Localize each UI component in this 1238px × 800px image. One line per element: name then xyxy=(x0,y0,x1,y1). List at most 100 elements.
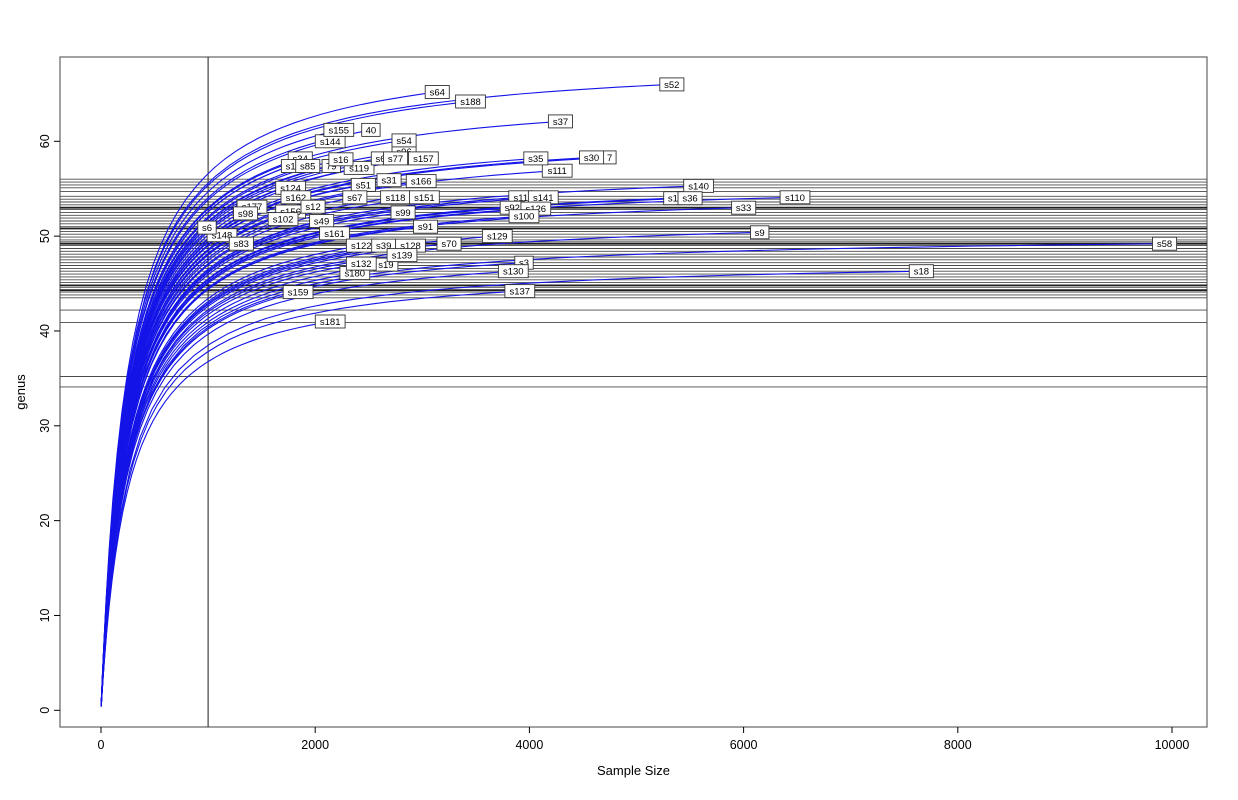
sample-label-box-s100 xyxy=(508,209,540,224)
sample-label-box-s31 xyxy=(376,173,402,188)
sample-label-s148: s148 xyxy=(212,231,233,242)
sample-label-s139: s139 xyxy=(392,251,413,262)
sample-label-box-s111 xyxy=(541,163,573,178)
sample-label-s91: s91 xyxy=(418,222,433,233)
sample-label-box-s33 xyxy=(731,200,757,215)
rarefaction-curve-s159 xyxy=(100,291,299,707)
y-tick-label: 10 xyxy=(38,608,52,622)
sample-label-s54: s54 xyxy=(396,136,411,147)
sample-label-box-s35 xyxy=(523,151,549,166)
y-tick-label: 30 xyxy=(38,419,52,433)
sample-label-s122: s122 xyxy=(351,241,372,252)
sample-label-s188: s188 xyxy=(460,97,481,108)
sample-label-box-s155 xyxy=(323,122,355,137)
rarefaction-curve-s161 xyxy=(100,232,335,706)
sample-label-box-s129 xyxy=(481,229,513,244)
sample-label-s9: s9 xyxy=(755,228,765,239)
sample-label-s1: s1 xyxy=(286,162,296,173)
x-tick-label: 4000 xyxy=(515,738,543,752)
sample-label-box-s99 xyxy=(390,205,416,220)
sample-label-box-s132 xyxy=(345,256,377,271)
y-tick-label: 40 xyxy=(38,324,52,338)
x-tick-label: 2000 xyxy=(301,738,329,752)
sample-label-s181: s181 xyxy=(320,317,341,328)
sample-label-s99: s99 xyxy=(395,208,410,219)
sample-label-s83: s83 xyxy=(234,239,249,250)
sample-label-s166: s166 xyxy=(411,177,432,188)
sample-label-s3: s3 xyxy=(519,258,529,269)
sample-label-s6: s6 xyxy=(375,154,385,165)
y-tick-label: 20 xyxy=(38,514,52,528)
sample-label-s33: s33 xyxy=(736,203,751,214)
sample-label-s35: s35 xyxy=(528,154,543,165)
sample-label-s11: s11 xyxy=(513,193,528,204)
sample-label-s161: s161 xyxy=(324,229,345,240)
rarefaction-curve-s6 xyxy=(100,227,208,706)
sample-label-s118: s118 xyxy=(386,193,406,204)
sample-label-s67: s67 xyxy=(347,193,362,204)
sample-label-box-s157 xyxy=(408,151,439,166)
sample-label-s100: s100 xyxy=(514,212,535,223)
sample-label-s137: s137 xyxy=(509,287,530,298)
sample-label-box-s130 xyxy=(497,264,529,279)
sample-label-s92: s92 xyxy=(505,203,520,214)
sample-label-box-s188 xyxy=(455,94,486,109)
x-tick-label: 8000 xyxy=(944,738,972,752)
sample-label-s129: s129 xyxy=(487,232,508,243)
sample-label-s110: s110 xyxy=(785,193,805,204)
sample-label-s180: s180 xyxy=(344,269,365,280)
x-tick-label: 10000 xyxy=(1155,738,1190,752)
sample-label-box-s12 xyxy=(300,199,326,214)
sample-label-s18: s18 xyxy=(914,267,929,278)
x-tick-label: 6000 xyxy=(730,738,758,752)
sample-label-s6: s6 xyxy=(202,223,212,234)
rarefaction-curve-s64 xyxy=(100,91,438,705)
sample-label-box-s16 xyxy=(328,152,354,167)
rarefaction-curve-s155 xyxy=(100,129,339,706)
sample-label-box-s18 xyxy=(908,264,934,279)
sample-label-s141: s141 xyxy=(533,193,554,204)
sample-label-box-s77 xyxy=(383,151,409,166)
sample-label-s140: s140 xyxy=(688,181,709,192)
sample-label-s132: s132 xyxy=(351,259,372,270)
sample-label-box-s110 xyxy=(779,190,811,205)
sample-label-s157: s157 xyxy=(413,154,434,165)
sample-label-s124: s124 xyxy=(280,183,301,194)
sample-label-box-s83 xyxy=(228,236,254,251)
y-tick-label: 50 xyxy=(38,229,52,243)
sample-label-s70: s70 xyxy=(441,239,456,250)
sample-label-s159: s159 xyxy=(288,288,309,299)
rarefaction-curve-s181 xyxy=(100,320,331,707)
sample-label-box-s139 xyxy=(386,248,418,263)
sample-label-box-s54 xyxy=(391,133,417,148)
rarefaction-curve-s140 xyxy=(100,185,699,706)
sample-label-box-s159 xyxy=(282,285,314,300)
sample-label-box-s30 xyxy=(579,150,605,165)
sample-label-s77: s77 xyxy=(388,154,403,165)
rarefaction-curve-s137 xyxy=(100,290,520,707)
sample-label-box-s137 xyxy=(504,284,536,299)
sample-label-s31: s31 xyxy=(381,176,396,187)
rarefaction-curve-s83 xyxy=(100,243,242,706)
sample-label-box-s52 xyxy=(659,77,685,92)
rarefaction-curve-s139 xyxy=(100,254,403,707)
sample-label-box-s91 xyxy=(413,219,439,234)
sample-label-s16: s16 xyxy=(333,155,348,166)
sample-label-s151: s151 xyxy=(414,193,435,204)
sample-label-box-s166 xyxy=(405,174,437,189)
sample-label-box-s36 xyxy=(677,191,703,206)
sample-label-box-s102 xyxy=(267,212,299,227)
rarefaction-curve-s91 xyxy=(100,226,426,707)
sample-label-40: 40 xyxy=(366,125,377,136)
sample-label-s155: s155 xyxy=(328,125,349,136)
sample-label-box-s67 xyxy=(342,190,368,205)
sample-label-box-s161 xyxy=(319,226,350,241)
y-axis-title: genus xyxy=(13,374,28,410)
sample-label-box-s9 xyxy=(750,225,770,240)
rarefaction-curve-s52 xyxy=(100,83,672,705)
x-tick-label: 0 xyxy=(98,738,105,752)
sample-label-box-s181 xyxy=(314,314,346,329)
sample-label-s37: s37 xyxy=(553,117,568,128)
